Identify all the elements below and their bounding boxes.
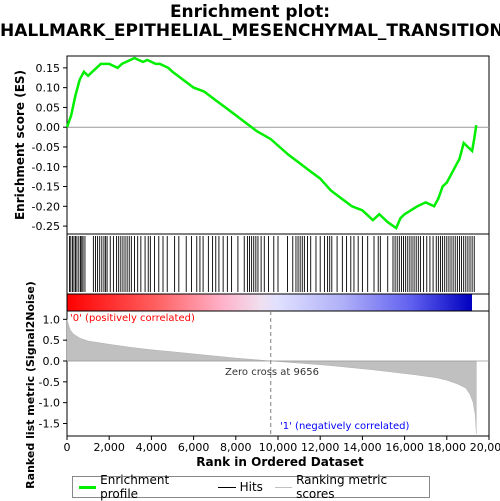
x-tick-label: 10,000	[259, 441, 298, 454]
legend: Enrichment profile Hits Ranking metric s…	[72, 473, 430, 501]
legend-ranking-label: Ranking metric scores	[296, 473, 388, 501]
es-y-tick-label: 0.05	[36, 101, 61, 114]
es-y-axis-label: Enrichment score (ES)	[13, 70, 27, 220]
x-tick-label: 6,000	[178, 441, 210, 454]
x-tick-label: 2,000	[93, 441, 125, 454]
enrichment-profile-line	[65, 56, 478, 231]
es-y-tick-label: 0.00	[36, 121, 61, 134]
metric-y-tick-label: 0.0	[43, 355, 61, 368]
metric-y-axis-label: Ranked list metric (Signal2Noise)	[24, 281, 37, 489]
legend-item-hits: Hits	[217, 480, 263, 494]
pos-corr-label: '0' (positively correlated)	[70, 313, 195, 324]
x-tick-label: 18,000	[428, 441, 467, 454]
metric-y-tick-label: -0.5	[39, 376, 60, 389]
neg-corr-label: '1' (negatively correlated)	[280, 421, 409, 432]
x-tick-label: 14,000	[343, 441, 382, 454]
x-tick-label: 4,000	[136, 441, 168, 454]
es-y-tick-label: 0.10	[36, 82, 61, 95]
metric-y-tick-label: -1.5	[39, 418, 60, 431]
es-y-tick-label: -0.25	[32, 220, 60, 233]
x-tick-label: 8,000	[220, 441, 252, 454]
chart-title-line2: HALLMARK_EPITHELIAL_MESENCHYMAL_TRANSITI…	[0, 21, 500, 41]
profile-swatch	[79, 485, 97, 489]
es-y-tick-label: -0.10	[32, 161, 60, 174]
x-tick-label: 12,000	[301, 441, 340, 454]
x-axis-label: Rank in Ordered Dataset	[196, 455, 364, 469]
legend-hits-label: Hits	[239, 480, 263, 494]
metric-y-tick-label: 1.0	[43, 313, 61, 326]
ranking-metric-area	[66, 319, 477, 434]
es-y-tick-label: -0.05	[32, 141, 60, 154]
chart-title-line1: Enrichment plot:	[169, 2, 331, 22]
metric-y-tick-label: 0.5	[43, 334, 61, 347]
es-y-tick-label: 0.15	[36, 62, 61, 75]
rank-color-bar	[67, 294, 472, 311]
legend-item-ranking: Ranking metric scores	[274, 473, 423, 501]
zero-cross-label: Zero cross at 9656	[225, 367, 319, 378]
hits-swatch	[217, 486, 236, 488]
legend-profile-label: Enrichment profile	[100, 473, 170, 501]
es-y-tick-label: -0.15	[32, 181, 60, 194]
ranking-swatch	[274, 486, 293, 488]
es-y-tick-label: -0.20	[32, 200, 60, 213]
metric-y-tick-label: -1.0	[39, 397, 60, 410]
x-tick-label: 20,000	[470, 441, 500, 454]
legend-item-profile: Enrichment profile	[79, 473, 206, 501]
x-tick-label: 0	[64, 441, 71, 454]
x-tick-label: 16,000	[385, 441, 424, 454]
